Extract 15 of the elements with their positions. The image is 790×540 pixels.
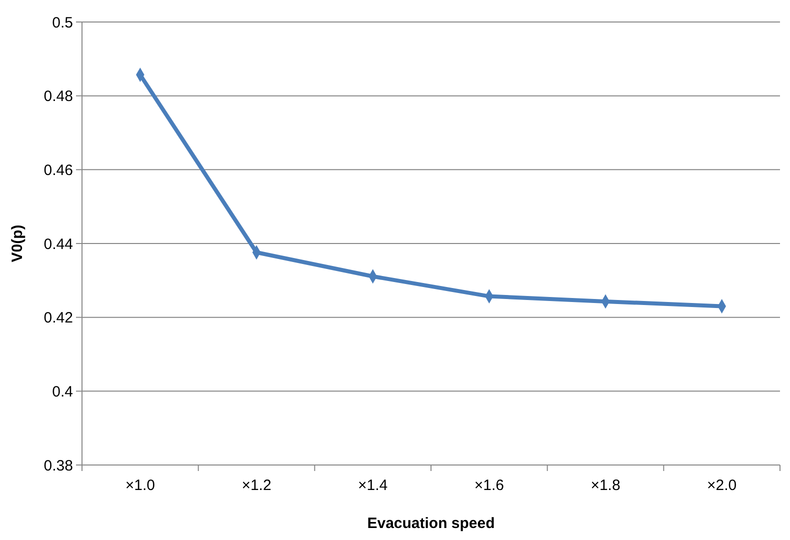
x-tick-label: ×1.4 [358,477,388,494]
x-tick-label: ×1.0 [125,477,155,494]
x-tick-label: ×1.8 [590,477,620,494]
y-tick-label: 0.46 [44,162,73,179]
y-tick-label: 0.42 [44,310,73,327]
x-tick-label: ×2.0 [707,477,737,494]
y-tick-label: 0.44 [44,236,73,253]
y-tick-label: 0.48 [44,88,73,106]
x-tick-label: ×1.2 [242,477,272,494]
x-axis-title: Evacuation speed [367,515,495,532]
y-tick-label: 0.4 [52,383,73,400]
y-axis-title: V0(p) [9,224,26,262]
y-tick-label: 0.38 [44,457,73,474]
y-tick-label: 0.5 [52,14,73,32]
x-tick-label: ×1.6 [474,477,504,494]
